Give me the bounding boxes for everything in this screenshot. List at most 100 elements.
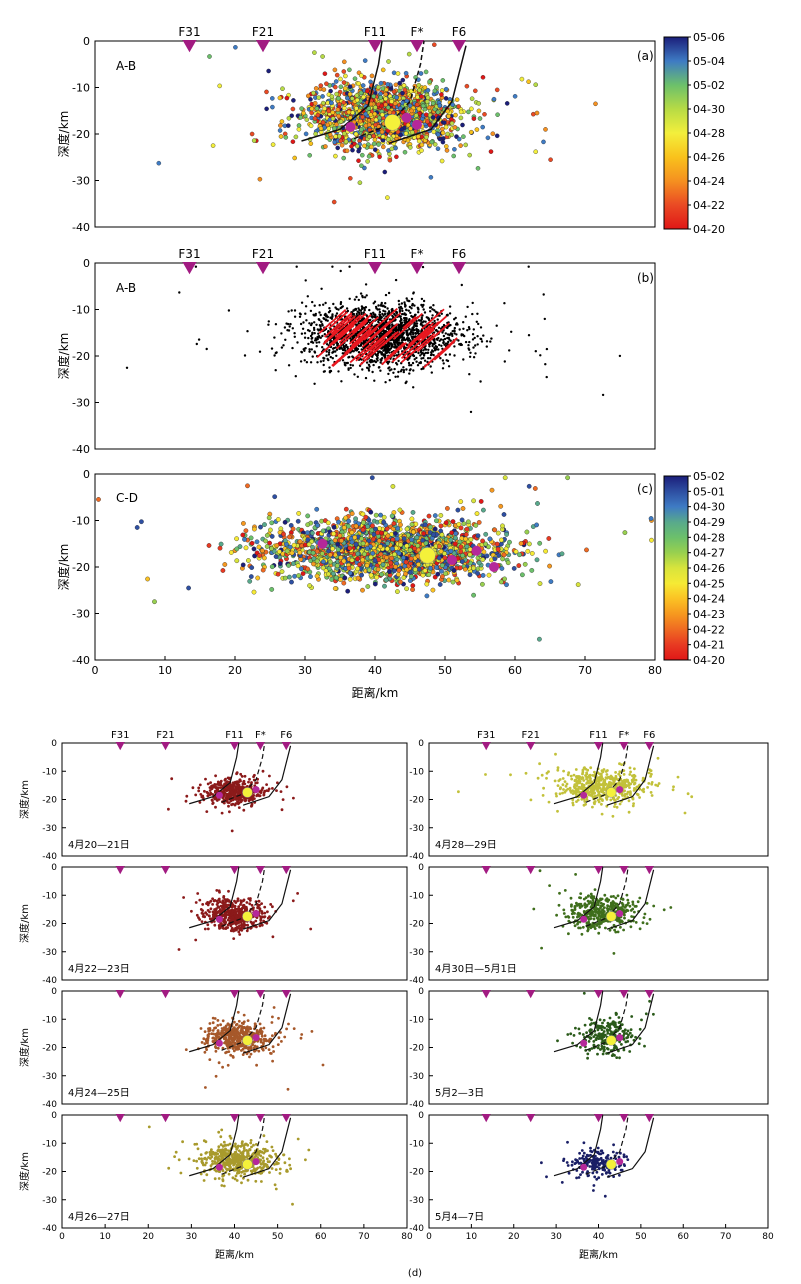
event-point (397, 370, 400, 374)
event-point (378, 80, 384, 86)
event-point (471, 312, 474, 316)
event-point (359, 127, 364, 132)
event-point (409, 108, 414, 114)
event-point (318, 336, 321, 339)
event-point (418, 71, 424, 76)
panel-c: 0-10-20-30-400 10 20 30 40 50 60 70 80C-D(c)深度/k… (56, 468, 725, 700)
event-point (409, 368, 412, 371)
event-point (414, 102, 420, 107)
event-point (449, 121, 455, 126)
event-point (429, 306, 433, 309)
event-point (378, 95, 383, 100)
event-point (445, 506, 450, 511)
event-point (352, 335, 355, 338)
event-point (264, 544, 270, 549)
event-point (367, 367, 370, 370)
event-point (325, 122, 330, 128)
event-point (280, 332, 283, 335)
event-point (565, 475, 570, 481)
event-point (419, 323, 423, 326)
event-point (480, 573, 486, 578)
event-point (339, 302, 342, 306)
event-point (388, 348, 391, 352)
event-point (466, 109, 471, 115)
event-point (469, 96, 475, 101)
event-point (272, 494, 278, 500)
event-point (532, 486, 538, 491)
event-point (507, 539, 512, 545)
event-point (444, 332, 447, 335)
event-point (467, 326, 471, 329)
event-point (426, 357, 430, 360)
event-point (437, 136, 443, 142)
event-point (471, 333, 475, 336)
event-point (327, 353, 331, 356)
event-point (445, 359, 448, 362)
event-point (489, 487, 495, 493)
event-point (316, 361, 319, 364)
event-point (408, 574, 414, 579)
event-point (407, 361, 411, 365)
event-point (473, 88, 478, 94)
event-point (415, 327, 418, 331)
event-point (469, 351, 472, 354)
event-point (406, 331, 409, 334)
event-point (466, 519, 471, 525)
event-point (293, 309, 297, 312)
event-point (308, 97, 313, 102)
event-point (408, 364, 411, 367)
event-point (291, 561, 296, 566)
event-point (400, 368, 403, 371)
event-point (429, 365, 432, 368)
fault-label: F21 (252, 247, 274, 261)
event-point (453, 326, 456, 330)
event-point (336, 96, 341, 101)
event-point (395, 361, 398, 365)
event-point (275, 517, 281, 522)
event-point (432, 42, 437, 47)
event-point (360, 83, 366, 88)
event-point (548, 579, 554, 584)
event-point (419, 94, 424, 99)
event-point (292, 573, 297, 579)
y-tick-label: -20 (72, 561, 90, 574)
event-point (406, 358, 409, 361)
event-point (359, 163, 364, 168)
event-point (379, 129, 385, 135)
event-point (398, 132, 403, 138)
event-point (427, 122, 433, 128)
event-point (446, 577, 452, 583)
event-point (405, 368, 408, 371)
event-point (325, 354, 328, 357)
event-point (449, 530, 455, 536)
event-point (274, 369, 277, 372)
event-point (376, 308, 379, 311)
event-point (444, 353, 447, 356)
event-point (444, 144, 449, 149)
event-point (362, 143, 367, 149)
event-point (392, 371, 395, 374)
event-point (395, 589, 400, 594)
event-point (467, 344, 470, 347)
event-point (373, 117, 379, 123)
event-point (420, 103, 426, 109)
event-point (456, 136, 462, 142)
event-point (464, 83, 470, 89)
event-point (347, 67, 352, 73)
event-point (329, 100, 334, 106)
event-point (512, 94, 518, 99)
event-point (384, 302, 387, 305)
x-tick-label: 0 (92, 664, 99, 677)
event-point (384, 330, 388, 333)
event-point (495, 530, 501, 536)
event-point (490, 131, 496, 136)
event-point (474, 127, 480, 132)
event-point (269, 587, 275, 592)
event-point (393, 82, 399, 88)
event-point (258, 524, 263, 530)
event-point (316, 95, 321, 100)
event-point (405, 297, 408, 300)
event-point (480, 75, 486, 80)
event-point (310, 322, 314, 325)
event-point (459, 342, 463, 346)
